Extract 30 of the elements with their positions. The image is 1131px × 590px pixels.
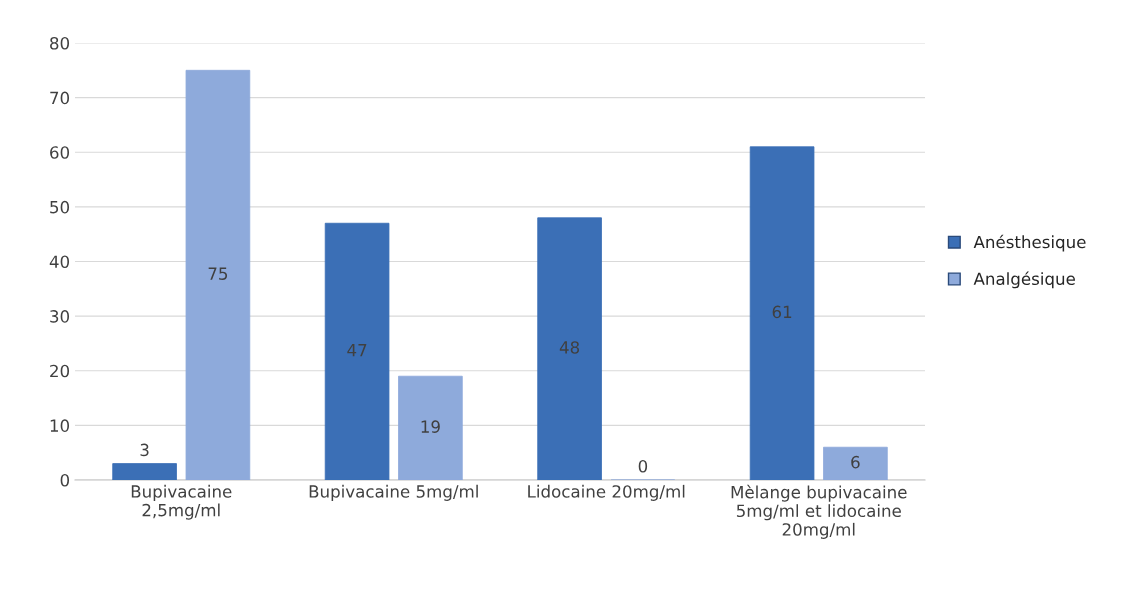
x-tick-label: Bupivacaine 2,5mg/ml bbox=[131, 484, 232, 520]
bar bbox=[112, 463, 177, 480]
data-label: 47 bbox=[347, 344, 367, 357]
x-tick-label: Mèlange bupivacaine 5mg/ml et lidocaine 20mg/ml bbox=[731, 484, 907, 539]
bar bbox=[324, 222, 390, 480]
legend-label: Analgésique bbox=[973, 271, 1075, 289]
data-label: 6 bbox=[851, 455, 860, 469]
y-tick-label: 40 bbox=[49, 255, 70, 269]
data-label: 75 bbox=[208, 267, 228, 280]
bar bbox=[537, 217, 602, 480]
y-tick-label: 0 bbox=[60, 473, 70, 487]
data-label: 48 bbox=[559, 341, 580, 354]
y-tick-label: 80 bbox=[50, 36, 70, 50]
bar bbox=[185, 69, 251, 480]
data-label: 0 bbox=[638, 460, 648, 473]
y-tick-label: 50 bbox=[50, 200, 70, 214]
y-tick-label: 60 bbox=[50, 146, 70, 159]
bar bbox=[823, 446, 888, 480]
x-tick-label: Bupivacaine 5mg/ml bbox=[309, 484, 478, 501]
data-label: 19 bbox=[421, 420, 440, 433]
y-tick-label: 30 bbox=[50, 310, 70, 323]
y-tick-label: 20 bbox=[50, 364, 70, 378]
y-tick-label: 70 bbox=[50, 91, 70, 105]
x-tick-label: Lidocaine 20mg/ml bbox=[528, 484, 685, 501]
legend-label: Anésthesique bbox=[973, 234, 1086, 252]
y-tick-label: 10 bbox=[50, 419, 70, 432]
data-label: 3 bbox=[140, 443, 149, 457]
data-label: 61 bbox=[772, 305, 792, 319]
bar bbox=[398, 375, 463, 480]
bar bbox=[749, 146, 815, 480]
